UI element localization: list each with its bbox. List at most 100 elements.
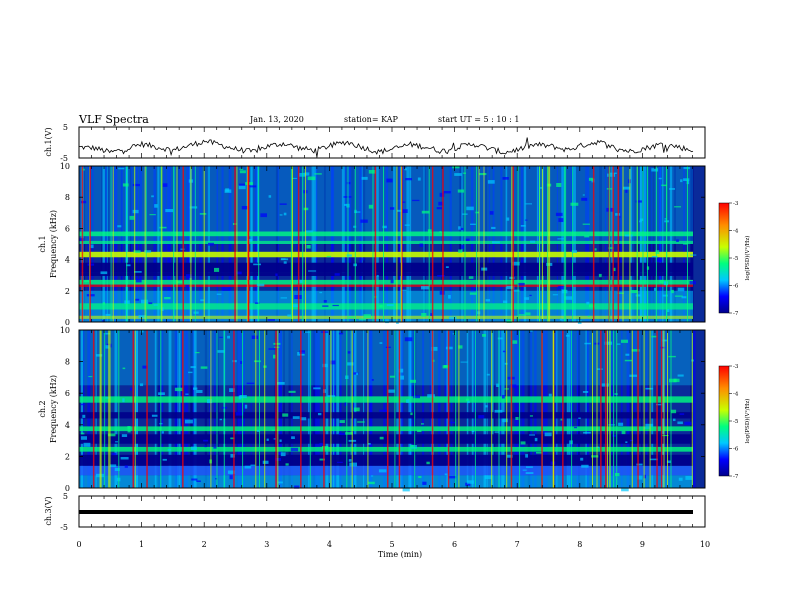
ch1-yticks: 0 2 4 6 8 10 bbox=[60, 162, 705, 327]
spectrogram-impulse bbox=[372, 166, 374, 322]
spectrogram-cell bbox=[195, 352, 200, 354]
spectrogram-cell bbox=[283, 261, 287, 264]
spectrogram-cell bbox=[390, 279, 394, 284]
spectrogram-impulse bbox=[247, 166, 249, 322]
spectrogram-impulse bbox=[346, 330, 348, 488]
ytick-label: 10 bbox=[60, 162, 70, 171]
spectrogram-cell bbox=[227, 335, 230, 339]
spectrogram-streak bbox=[396, 330, 400, 488]
spectrogram-streak bbox=[412, 330, 414, 488]
spectrogram-cell bbox=[578, 417, 581, 419]
spectrogram-cell bbox=[332, 304, 339, 307]
ytick-label: 0 bbox=[65, 484, 70, 493]
spectrogram-cell bbox=[536, 452, 543, 454]
spectrogram-cell bbox=[81, 168, 85, 171]
spectrogram-cell bbox=[582, 391, 589, 393]
spectrogram-cell bbox=[127, 426, 131, 430]
spectrogram-cell bbox=[111, 452, 117, 456]
spectrogram-streak bbox=[242, 330, 245, 488]
spectrogram-impulse bbox=[491, 330, 493, 488]
spectrogram-cell bbox=[417, 177, 421, 181]
spectrogram-streak bbox=[529, 330, 533, 488]
spectrogram-impulse bbox=[203, 166, 205, 322]
spectrogram-streak bbox=[308, 330, 310, 488]
spectrogram-cell bbox=[404, 168, 407, 171]
spectrogram-streak bbox=[279, 330, 282, 488]
spectrogram-cell bbox=[591, 455, 599, 458]
spectrogram-cell bbox=[571, 250, 577, 253]
spectrogram-streak bbox=[542, 330, 546, 488]
spectrogram-cell bbox=[185, 419, 193, 424]
spectrogram-cell bbox=[659, 279, 664, 284]
spectrogram-impulse bbox=[474, 330, 476, 488]
spectrogram-streak bbox=[564, 330, 567, 488]
spectrogram-cell bbox=[266, 438, 269, 441]
spectrogram-impulse bbox=[663, 330, 665, 488]
spectrogram-impulse bbox=[511, 166, 513, 322]
spectrogram-cell bbox=[467, 480, 475, 484]
spectrogram-cell bbox=[445, 266, 449, 268]
spectrogram-streak bbox=[87, 330, 91, 488]
spectrogram-cell bbox=[457, 189, 465, 193]
spectrogram-impulse bbox=[431, 166, 434, 322]
ch1-ylabel-frequency: Frequency (kHz) bbox=[49, 210, 58, 278]
spectrogram-band bbox=[79, 396, 693, 403]
spectrogram-streak bbox=[555, 330, 557, 488]
spectrogram-impulse bbox=[517, 166, 519, 322]
spectrogram-streak bbox=[586, 330, 588, 488]
spectrogram-cell bbox=[501, 395, 505, 399]
spectrogram-impulse bbox=[110, 166, 112, 322]
spectrogram-cell bbox=[162, 458, 167, 461]
spectrogram-cell bbox=[306, 245, 311, 249]
spectrogram-impulse bbox=[458, 330, 460, 488]
spectrogram-impulse bbox=[541, 166, 543, 322]
spectrogram-cell bbox=[461, 245, 465, 249]
spectrogram-cell bbox=[614, 393, 618, 395]
spectrogram-cell bbox=[282, 413, 289, 417]
spectrogram-cell bbox=[80, 436, 87, 440]
spectrogram-cell bbox=[608, 247, 614, 249]
spectrogram-cell bbox=[552, 294, 558, 296]
spectrogram-impulse bbox=[596, 330, 598, 488]
ytick-label: 6 bbox=[65, 224, 70, 233]
spectrogram-cell bbox=[188, 371, 193, 374]
spectrogram-cell bbox=[129, 387, 133, 391]
spectrogram-cell bbox=[330, 360, 336, 365]
spectrogram-cell bbox=[588, 304, 596, 308]
ch2-ylabel-frequency: Frequency (kHz) bbox=[49, 375, 58, 443]
spectrogram-streak bbox=[186, 330, 189, 488]
ch1-waveform-frame bbox=[78, 126, 706, 159]
ch1-colorbar-ticks: -3 -4 -5 -6 -7 bbox=[729, 201, 739, 317]
spectrogram-cell bbox=[618, 422, 624, 426]
spectrogram-cell bbox=[431, 346, 438, 351]
spectrogram-cell bbox=[275, 273, 278, 277]
spectrogram-streak bbox=[601, 330, 604, 488]
spectrogram-cell bbox=[604, 341, 613, 345]
spectrogram-impulse bbox=[161, 166, 163, 322]
spectrogram-cell bbox=[506, 319, 512, 323]
spectrogram-impulse bbox=[176, 166, 178, 322]
ytick-label: 4 bbox=[65, 256, 70, 265]
spectrogram-streak bbox=[178, 330, 181, 488]
spectrogram-cell bbox=[497, 337, 503, 340]
spectrogram-cell bbox=[196, 390, 203, 393]
spectrogram-streak bbox=[514, 330, 517, 488]
spectrogram-impulse bbox=[547, 166, 548, 322]
spectrogram-cell bbox=[180, 248, 185, 250]
spectrogram-cell bbox=[292, 304, 299, 308]
spectrogram-cell bbox=[158, 392, 165, 395]
spectrogram-cell bbox=[656, 403, 663, 406]
spectrogram-impulse bbox=[478, 166, 480, 322]
spectrogram-cell bbox=[397, 209, 403, 212]
spectrogram-impulse bbox=[519, 330, 521, 488]
spectrogram-cell bbox=[625, 353, 630, 356]
ytick-label: 4 bbox=[65, 421, 70, 430]
spectrogram-cell bbox=[385, 319, 389, 324]
spectrogram-cell bbox=[436, 207, 442, 210]
spectrogram-cell bbox=[613, 267, 616, 272]
spectrogram-cell bbox=[251, 335, 258, 339]
spectrogram-cell bbox=[207, 399, 213, 404]
spectrogram-impulse bbox=[464, 166, 466, 322]
spectrogram-cell bbox=[466, 206, 474, 211]
spectrogram-cell bbox=[471, 430, 475, 433]
